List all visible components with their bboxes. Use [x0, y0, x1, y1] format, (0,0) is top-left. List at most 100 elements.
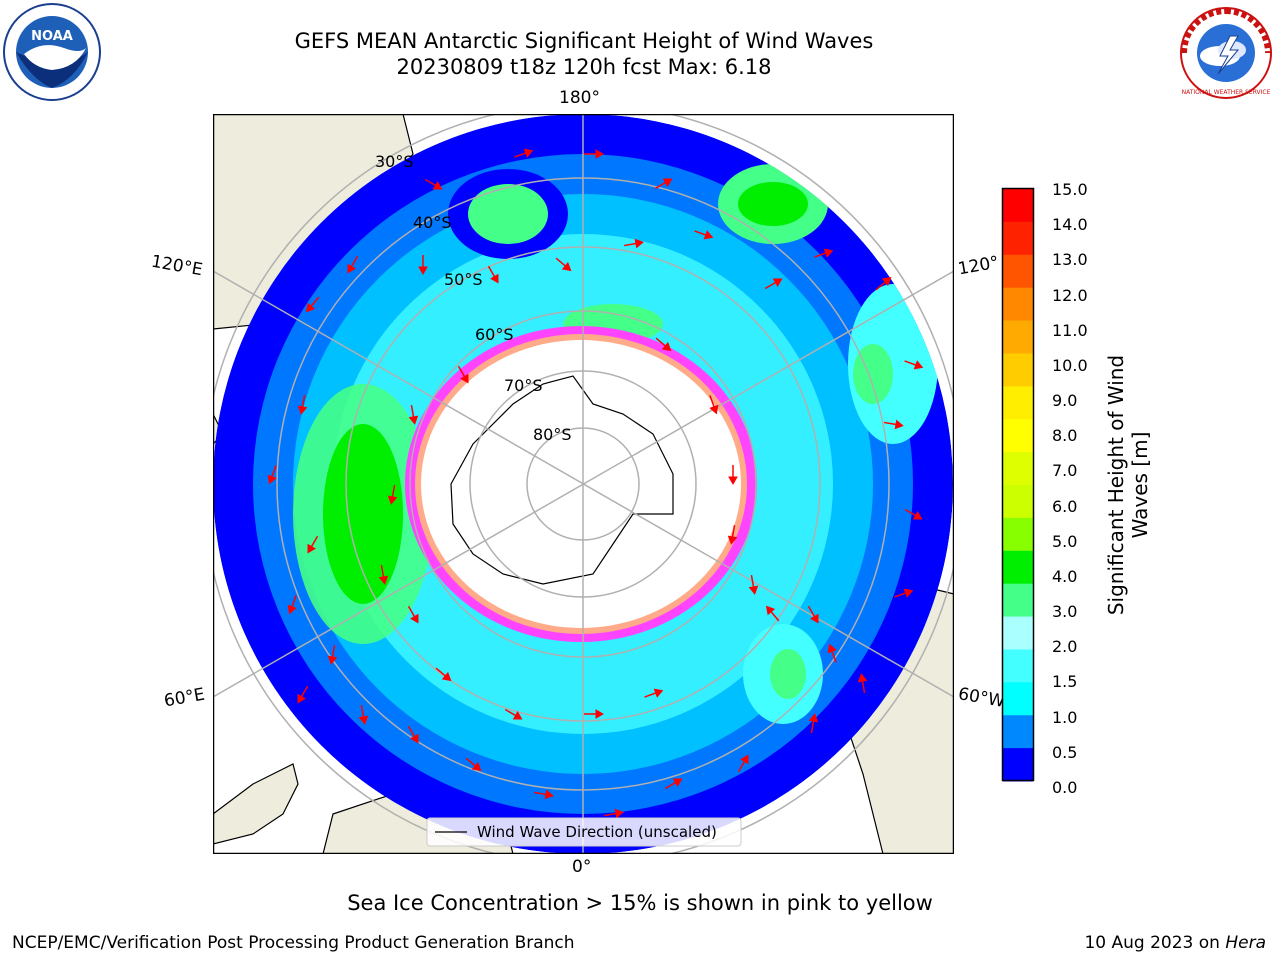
wave-direction-arrow: [378, 565, 389, 585]
wave-direction-arrow: [904, 508, 923, 520]
wave-direction-arrow: [765, 605, 780, 622]
wave-direction-arrow: [407, 605, 419, 624]
lon-label-0: 0°: [572, 857, 592, 877]
wave-direction-arrow: [267, 465, 277, 485]
nws-logo-text: NATIONAL WEATHER SERVICE: [1182, 89, 1271, 96]
footer-date-text: 10 Aug 2023 on: [1084, 933, 1226, 953]
wave-direction-arrow: [604, 808, 624, 819]
wave-direction-arrow: [584, 149, 605, 159]
colorbar-swatch: [1003, 682, 1033, 716]
colorbar-tick-label: 3.0: [1052, 602, 1078, 622]
colorbar-swatch: [1003, 287, 1033, 322]
wave-direction-arrow: [514, 148, 534, 158]
colorbar-title-line1: Significant Height of Wind: [1104, 354, 1128, 616]
colorbar-tick-label: 15.0: [1052, 180, 1088, 199]
wave-direction-arrow: [297, 395, 308, 415]
colorbar-swatch: [1003, 649, 1033, 683]
colorbar-tick-label: 7.0: [1052, 461, 1078, 481]
colorbar-tick-label: 6.0: [1052, 496, 1078, 516]
wave-direction-arrow: [435, 667, 452, 682]
wave-direction-arrow: [894, 588, 914, 598]
wave-direction-arrow: [814, 248, 834, 258]
wave-direction-arrow: [287, 595, 297, 615]
wave-direction-arrow: [737, 754, 749, 773]
wave-direction-arrow: [654, 178, 673, 190]
wave-direction-arrow: [764, 278, 783, 290]
lat-label-50s: 50°S: [444, 270, 483, 289]
colorbar-swatch: [1003, 353, 1033, 387]
latitude-labels: 30°S 40°S 50°S 60°S 70°S 80°S: [375, 152, 572, 444]
legend-label: Wind Wave Direction (unscaled): [477, 823, 717, 841]
wave-direction-arrows: [267, 148, 924, 819]
colorbar-swatch: [1003, 616, 1033, 650]
wave-direction-arrow: [407, 725, 419, 744]
colorbar-tick-label: 8.0: [1052, 426, 1078, 446]
wave-direction-arrow: [358, 705, 369, 725]
sea-ice-note: Sea Ice Concentration > 15% is shown in …: [347, 891, 933, 915]
colorbar-tick-label: 5.0: [1052, 531, 1078, 551]
wave-direction-arrow: [709, 395, 719, 415]
footer-host: Hera: [1225, 933, 1266, 953]
colorbar-tick-label: 11.0: [1052, 320, 1088, 340]
wave-direction-arrow: [808, 713, 819, 733]
colorbar-swatch: [1003, 254, 1033, 289]
colorbar-swatch: [1003, 386, 1033, 420]
colorbar-tick-label: 1.0: [1052, 707, 1078, 727]
colorbar-swatch: [1003, 320, 1033, 354]
lon-label-180: 180°: [559, 88, 600, 108]
lon-label-60e: 60°E: [162, 684, 207, 712]
wave-direction-arrow: [408, 405, 419, 425]
colorbar-tick-label: 2.0: [1052, 637, 1078, 657]
lat-label-70s: 70°S: [504, 376, 543, 395]
wave-direction-arrow: [307, 535, 319, 554]
wave-direction-arrow: [875, 276, 892, 291]
map-legend: Wind Wave Direction (unscaled): [426, 817, 742, 847]
wave-direction-arrow: [584, 709, 605, 719]
lat-label-60s: 60°S: [475, 325, 514, 344]
wave-direction-arrow: [694, 230, 714, 240]
wave-direction-arrow: [297, 685, 309, 704]
wave-direction-arrow: [655, 337, 672, 352]
colorbar-tick-label: 10.0: [1052, 355, 1088, 375]
map-title: GEFS MEAN Antarctic Significant Height o…: [294, 29, 874, 53]
colorbar-swatch: [1003, 583, 1033, 618]
colorbar-tick-label: 4.0: [1052, 566, 1078, 586]
colorbar-tick-label: 12.0: [1052, 285, 1088, 305]
colorbar-tick-label: 0.5: [1052, 742, 1078, 762]
colorbar-swatch: [1003, 419, 1033, 453]
colorbar-tick-label: 1.5: [1052, 672, 1078, 692]
graticule: [213, 114, 954, 854]
colorbar-swatch: [1003, 517, 1033, 552]
colorbar-swatch: [1003, 189, 1033, 223]
colorbar-tick-label: 13.0: [1052, 250, 1088, 270]
wave-direction-arrow: [555, 257, 572, 272]
colorbar-tick-label: 9.0: [1052, 391, 1078, 411]
wave-direction-arrow: [534, 789, 554, 800]
lon-label-120e: 120°E: [149, 251, 205, 281]
wave-direction-arrow: [904, 360, 924, 370]
wave-direction-arrow: [418, 255, 428, 276]
wave-direction-arrow: [748, 575, 759, 595]
lon-label-60w: 60°W: [956, 684, 1007, 712]
wave-direction-arrow: [424, 178, 443, 190]
colorbar-swatch: [1003, 452, 1033, 486]
noaa-logo-icon: NOAA: [3, 3, 101, 101]
colorbar-swatch: [1003, 221, 1033, 256]
wave-direction-arrow: [347, 255, 359, 274]
wave-direction-arrow: [624, 238, 644, 249]
wave-direction-arrow: [504, 708, 523, 720]
lat-label-40s: 40°S: [413, 213, 452, 232]
footer-date: 10 Aug 2023 on Hera: [1084, 933, 1266, 953]
wave-direction-arrow: [644, 688, 664, 698]
noaa-logo-text: NOAA: [31, 29, 73, 44]
colorbar-title: Significant Height of Wind Waves [m]: [1104, 355, 1152, 615]
colorbar: [1001, 187, 1035, 782]
lat-label-80s: 80°S: [533, 425, 572, 444]
wave-direction-arrow: [387, 485, 398, 505]
colorbar-tick-label: 0.0: [1052, 778, 1078, 797]
wave-direction-arrow: [465, 757, 482, 772]
wave-direction-arrow: [457, 365, 469, 384]
wave-direction-arrow: [327, 645, 338, 665]
polar-map: 30°S 40°S 50°S 60°S 70°S 80°S Wind Wave …: [213, 114, 954, 854]
colorbar-swatch: [1003, 485, 1033, 519]
